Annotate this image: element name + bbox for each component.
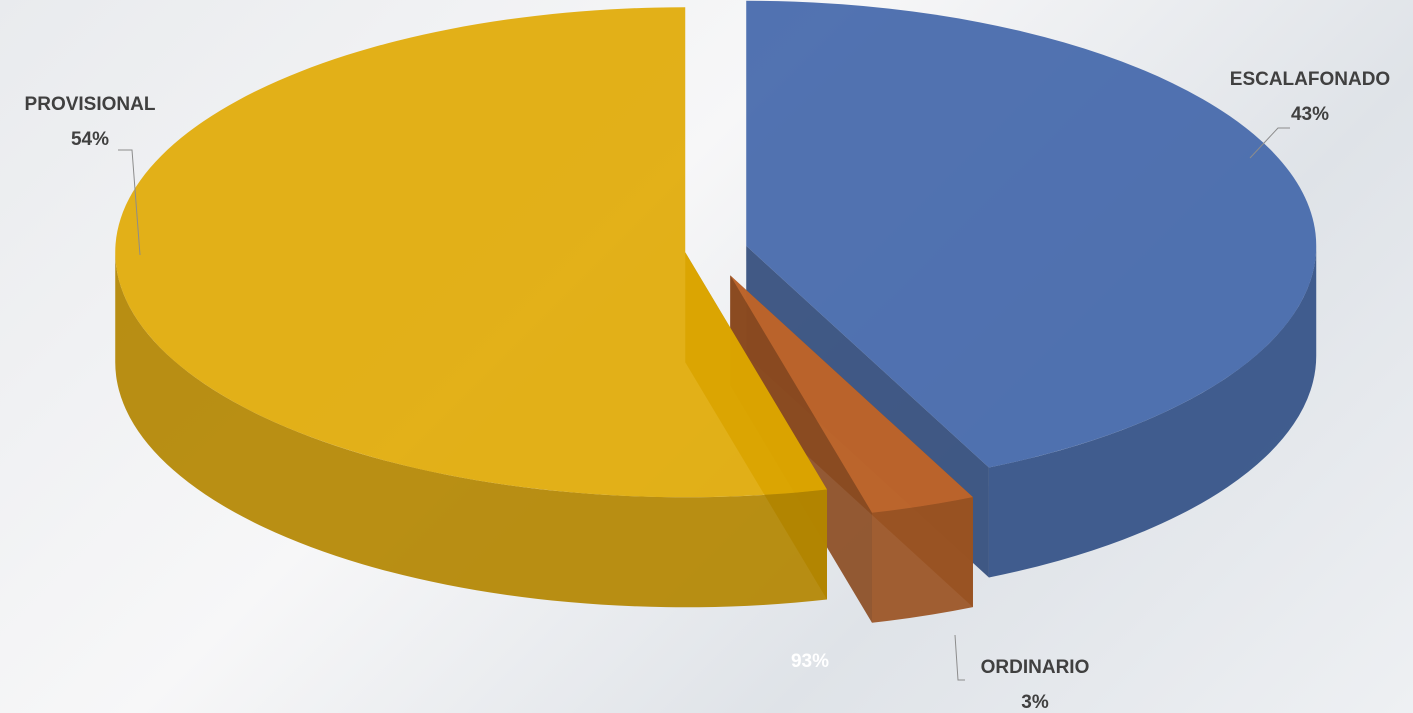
category-label: ESCALAFONADO	[1230, 69, 1390, 90]
slice-top	[730, 275, 973, 513]
value-label: 43%	[1291, 104, 1329, 125]
value-label: 54%	[71, 129, 109, 150]
slice-side	[871, 497, 973, 623]
value-label: 3%	[1021, 692, 1049, 713]
category-label: ORDINARIO	[981, 657, 1090, 678]
category-label: PROVISIONAL	[25, 94, 156, 115]
slice-top	[115, 7, 827, 498]
slice-side	[115, 252, 827, 608]
slice-top	[746, 0, 1317, 468]
leader-line	[1249, 127, 1290, 159]
leader-line	[118, 149, 141, 256]
annotation: 93%	[791, 651, 829, 672]
slice-side	[988, 245, 1317, 578]
leader-line	[954, 634, 965, 681]
